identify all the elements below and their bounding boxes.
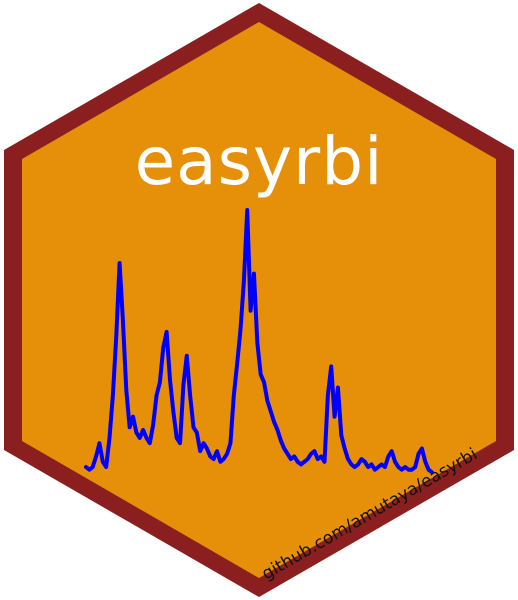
package-title: easyrbi bbox=[135, 123, 384, 200]
sparkline-series bbox=[84, 208, 434, 475]
